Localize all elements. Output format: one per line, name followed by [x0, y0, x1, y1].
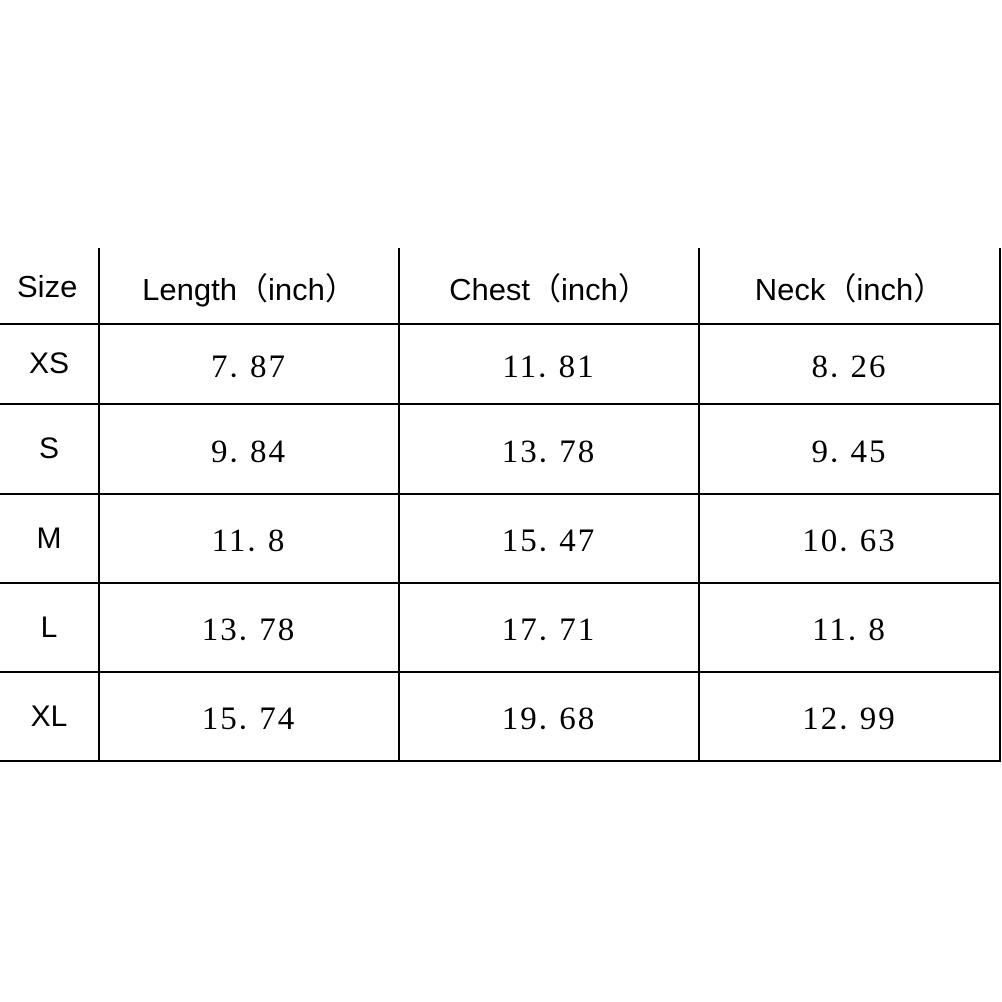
- cell-chest: 15. 47: [400, 495, 700, 582]
- header-length: Length（inch）: [100, 248, 400, 323]
- table-row: XS 7. 87 11. 81 8. 26: [0, 323, 1001, 403]
- header-row: Size Length（inch） Chest（inch） Neck（inch）: [0, 248, 1001, 323]
- cell-length: 9. 84: [100, 405, 400, 493]
- cell-size: XS: [0, 325, 100, 403]
- cell-chest: 19. 68: [400, 673, 700, 760]
- cell-chest: 13. 78: [400, 405, 700, 493]
- cell-size: S: [0, 405, 100, 493]
- table-row: XL 15. 74 19. 68 12. 99: [0, 671, 1001, 762]
- cell-length: 15. 74: [100, 673, 400, 760]
- cell-chest: 17. 71: [400, 584, 700, 671]
- cell-length: 13. 78: [100, 584, 400, 671]
- header-chest: Chest（inch）: [400, 248, 700, 323]
- cell-length: 7. 87: [100, 325, 400, 403]
- header-size: Size: [0, 248, 100, 323]
- cell-size: XL: [0, 673, 100, 760]
- table-row: L 13. 78 17. 71 11. 8: [0, 582, 1001, 671]
- size-chart-table: Size Length（inch） Chest（inch） Neck（inch）…: [0, 248, 1001, 762]
- cell-neck: 12. 99: [700, 673, 1001, 760]
- cell-neck: 11. 8: [700, 584, 1001, 671]
- cell-neck: 9. 45: [700, 405, 1001, 493]
- cell-length: 11. 8: [100, 495, 400, 582]
- table-row: S 9. 84 13. 78 9. 45: [0, 403, 1001, 493]
- cell-chest: 11. 81: [400, 325, 700, 403]
- cell-size: L: [0, 584, 100, 671]
- cell-neck: 10. 63: [700, 495, 1001, 582]
- cell-neck: 8. 26: [700, 325, 1001, 403]
- cell-size: M: [0, 495, 100, 582]
- table-row: M 11. 8 15. 47 10. 63: [0, 493, 1001, 582]
- header-neck: Neck（inch）: [700, 248, 1001, 323]
